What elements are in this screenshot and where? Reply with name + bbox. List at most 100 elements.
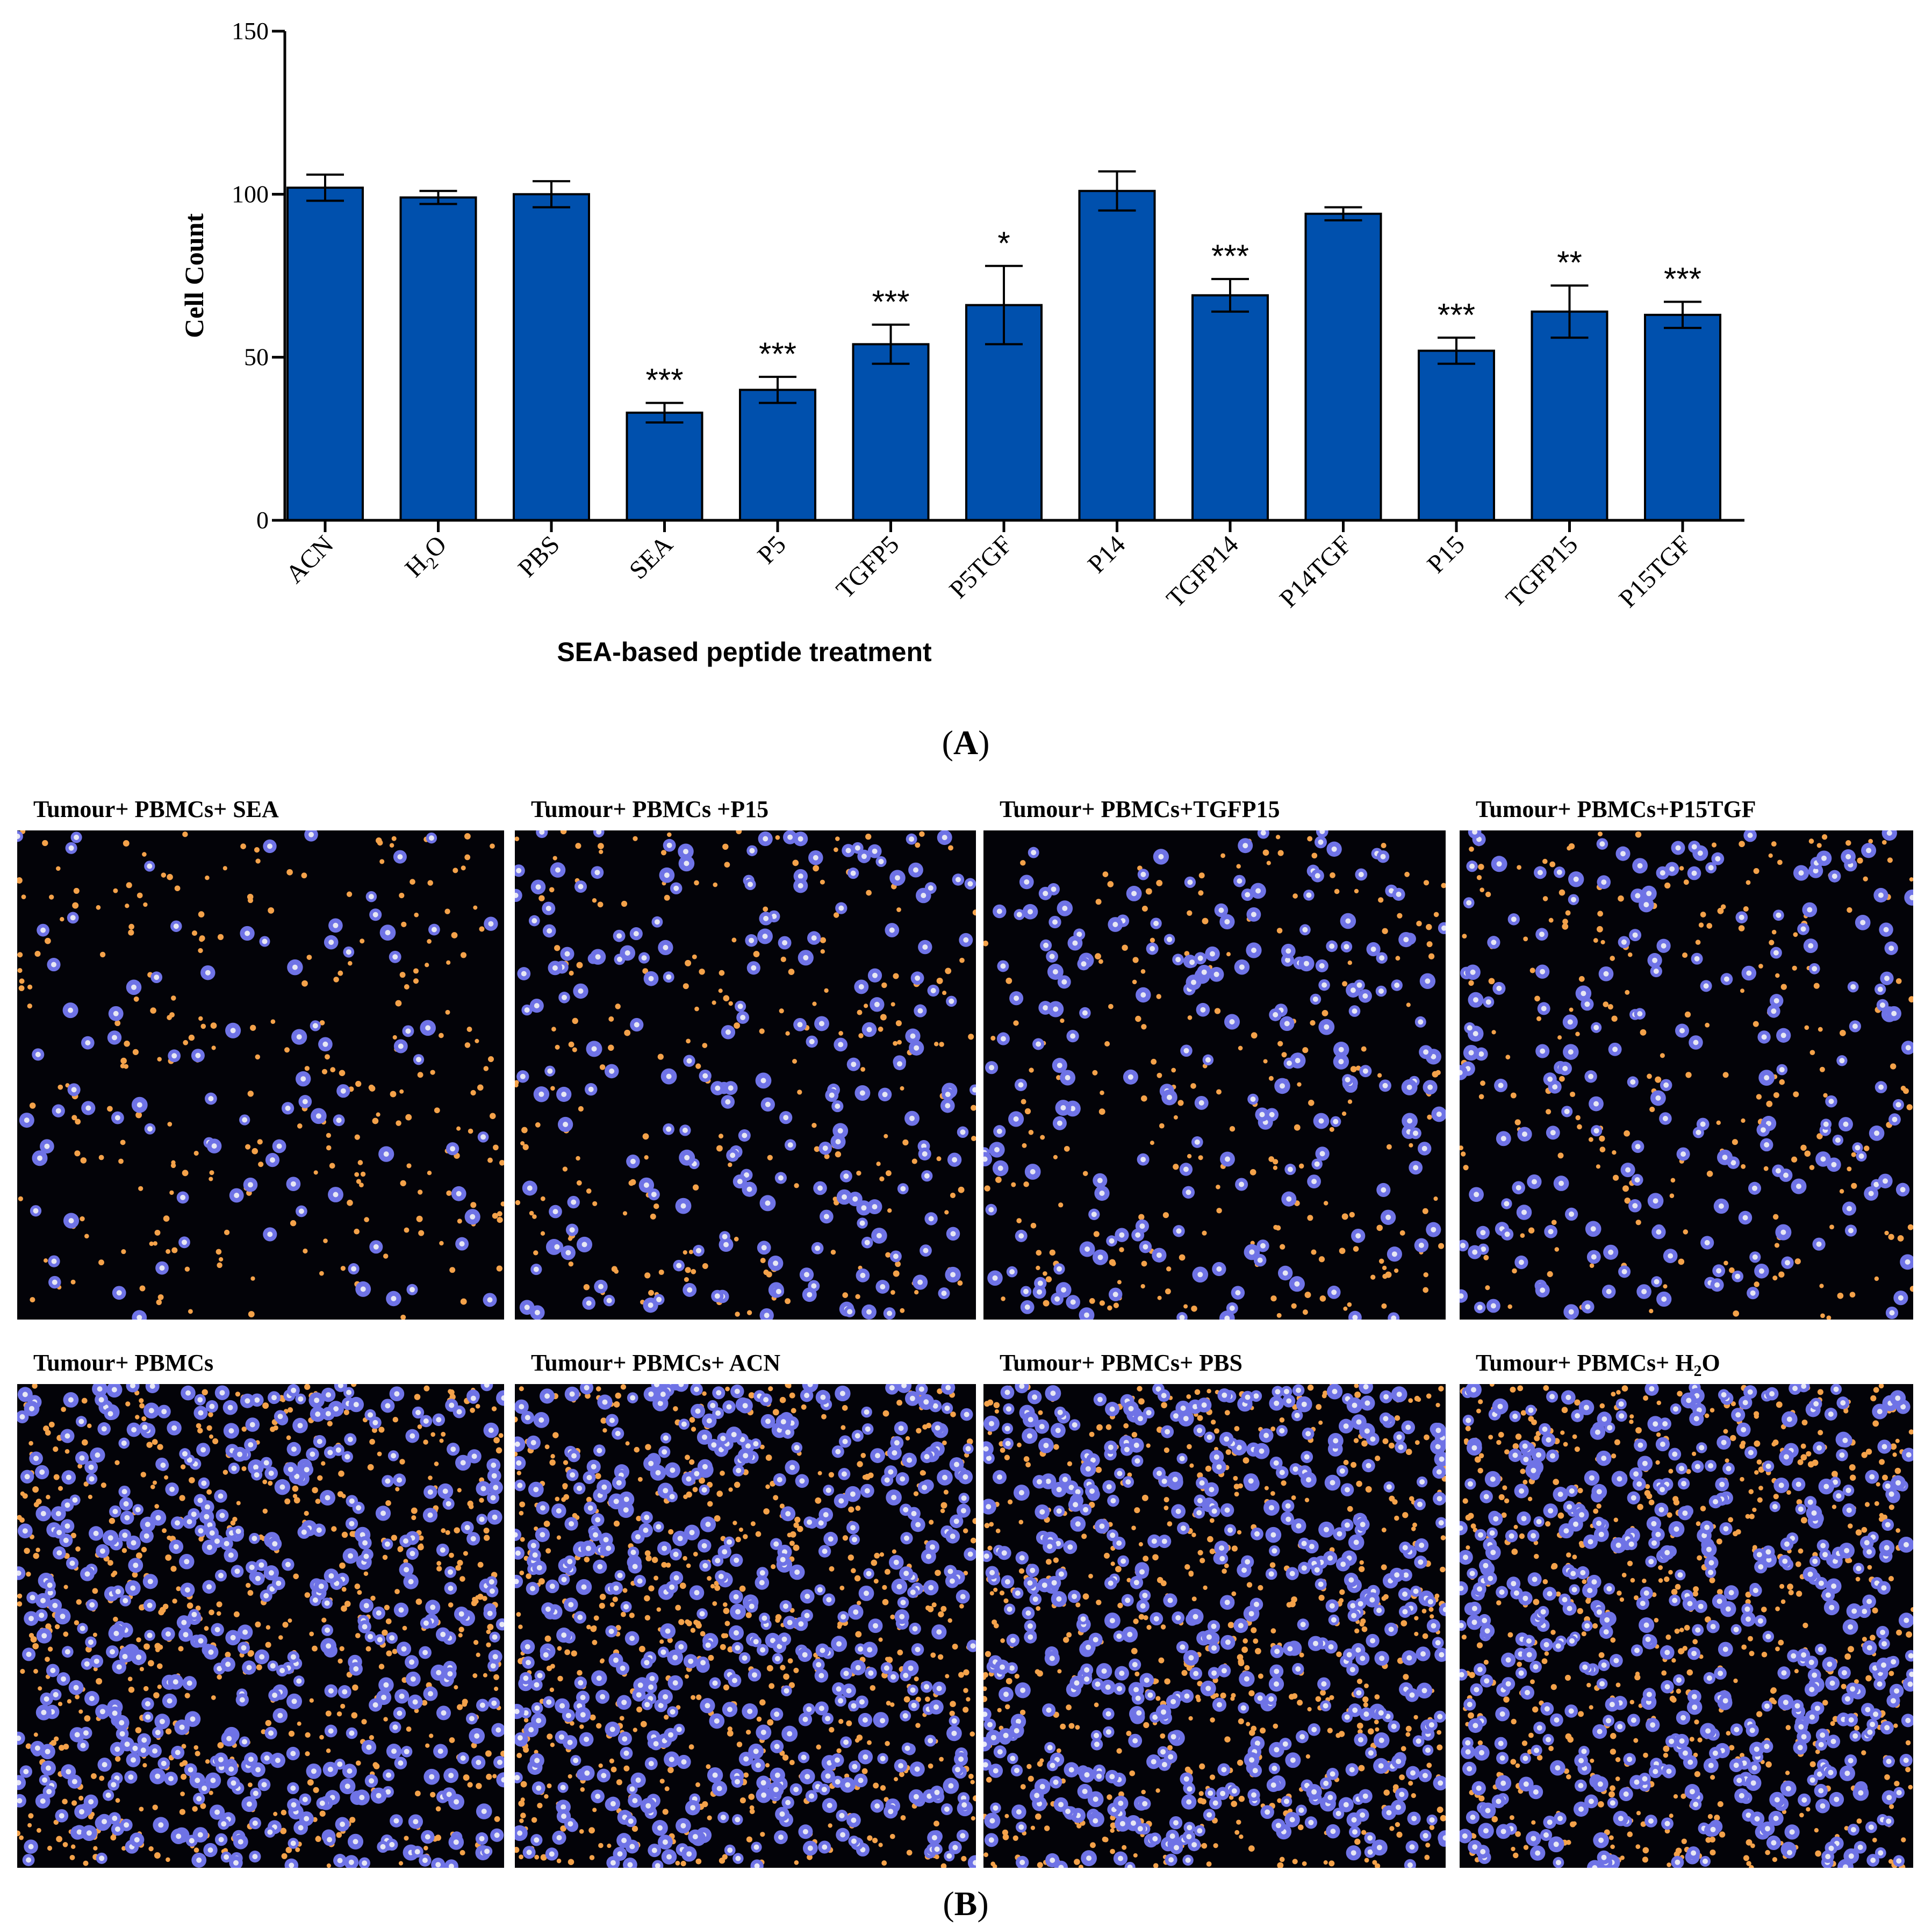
pbmc-dot <box>661 1561 667 1568</box>
pbmc-dot <box>499 1159 504 1166</box>
pbmc-dot <box>1150 1141 1154 1145</box>
tumour-cell-core <box>1496 985 1502 991</box>
tumour-cell-core <box>56 1530 62 1536</box>
pbmc-dot <box>341 1605 347 1612</box>
pbmc-dot <box>500 1201 504 1207</box>
pbmc-dot <box>463 1774 470 1781</box>
pbmc-dot <box>1753 868 1759 874</box>
tumour-cell-core <box>805 1594 810 1599</box>
tumour-cell-core <box>1704 1240 1710 1245</box>
pbmc-dot <box>1347 1302 1352 1307</box>
tumour-cell-core <box>275 1758 281 1764</box>
tumour-cell-core <box>1547 1076 1553 1082</box>
pbmc-dot <box>743 1534 748 1539</box>
pbmc-dot <box>1549 861 1556 868</box>
tumour-cell <box>496 1390 504 1406</box>
pbmc-dot <box>436 1561 442 1566</box>
tumour-cell-core <box>1516 1185 1521 1191</box>
pbmc-dot <box>152 1439 158 1445</box>
pbmc-dot <box>445 1530 450 1535</box>
pbmc-dot <box>170 1566 177 1572</box>
pbmc-dot <box>568 1859 574 1865</box>
tumour-cell-core <box>1201 969 1207 975</box>
tumour-cell-core <box>765 1101 771 1107</box>
pbmc-dot <box>1478 864 1484 870</box>
tumour-cell-core <box>1880 1002 1885 1008</box>
tumour-cell-core <box>701 1543 707 1549</box>
tumour-cell-core <box>727 1847 733 1853</box>
tumour-cell-core <box>333 1406 339 1412</box>
tumour-cell-core <box>804 1272 809 1278</box>
tumour-cell-core <box>393 1818 399 1824</box>
tumour-cell-core <box>1318 1118 1324 1124</box>
tumour-cell-core <box>122 1654 128 1659</box>
tumour-cell-core <box>588 1086 594 1092</box>
pbmc-dot <box>337 1658 343 1664</box>
pbmc-dot <box>248 1782 253 1787</box>
tumour-cell-core <box>1694 956 1700 962</box>
pbmc-dot <box>586 1624 591 1630</box>
pbmc-dot <box>448 1602 454 1608</box>
tumour-cell-core <box>249 1422 255 1428</box>
pbmc-dot <box>100 1482 106 1488</box>
tumour-cell-core <box>1832 873 1837 879</box>
tumour-cell-core <box>490 1495 496 1501</box>
pbmc-dot <box>520 1141 525 1146</box>
tumour-cell-core <box>1785 1260 1790 1266</box>
pbmc-dot <box>167 873 173 880</box>
tumour-cell-core <box>751 965 757 971</box>
pbmc-dot <box>727 1730 734 1737</box>
tumour-cell-core <box>1391 1315 1397 1320</box>
tumour-cell-core <box>131 1757 136 1763</box>
pbmc-dot <box>304 1066 310 1071</box>
pbmc-dot <box>53 1446 59 1452</box>
pbmc-dot <box>728 1487 733 1492</box>
tumour-cell-core <box>1735 1273 1741 1279</box>
pbmc-dot <box>1145 888 1152 895</box>
tumour-cell-core <box>344 1454 350 1460</box>
pbmc-dot <box>1881 840 1887 845</box>
tumour-cell-core <box>446 1501 451 1507</box>
pbmc-dot <box>828 1472 835 1478</box>
tumour-cell-core <box>789 1465 795 1471</box>
pbmc-dot <box>1536 1016 1542 1021</box>
pbmc-dot <box>1462 934 1467 939</box>
tumour-cell-core <box>859 1220 865 1226</box>
tumour-cell-core <box>1480 1230 1486 1236</box>
pbmc-dot <box>135 1415 140 1420</box>
pbmc-dot <box>793 1522 799 1528</box>
pbmc-dot <box>1291 1303 1297 1309</box>
tumour-cell-core <box>448 1569 453 1575</box>
pbmc-dot <box>1512 1268 1517 1274</box>
pbmc-dot <box>174 885 181 892</box>
pbmc-dot <box>1236 864 1241 869</box>
tumour-cell-core <box>847 1309 853 1315</box>
tumour-cell-core <box>1285 948 1291 954</box>
tumour-cell-core <box>185 1390 191 1396</box>
pbmc-dot <box>205 875 210 880</box>
tumour-cell-core <box>111 1387 117 1393</box>
pbmc-dot <box>142 852 147 857</box>
pbmc-dot <box>702 1043 708 1048</box>
pbmc-dot <box>1613 1174 1619 1181</box>
pbmc-dot <box>435 1806 441 1812</box>
pbmc-dot <box>1800 1144 1807 1151</box>
tumour-cell-core <box>1466 900 1472 906</box>
pbmc-dot <box>598 1763 603 1768</box>
tumour-cell-core <box>594 870 600 876</box>
pbmc-dot <box>848 1554 854 1561</box>
pbmc-dot <box>1507 1304 1512 1309</box>
tumour-cell-core <box>272 1693 278 1698</box>
tumour-cell-core <box>1225 1156 1230 1162</box>
pbmc-dot <box>592 1201 598 1206</box>
pbmc-dot <box>1098 1108 1105 1115</box>
tumour-cell-core <box>1009 1269 1015 1275</box>
tumour-cell-core <box>394 1391 400 1397</box>
pbmc-dot <box>461 865 466 871</box>
pbmc-dot <box>1868 838 1873 844</box>
tumour-cell-core <box>207 1522 213 1528</box>
tumour-cell-core <box>988 1207 994 1213</box>
tumour-cell-core <box>1062 906 1068 911</box>
tumour-cell-core <box>348 1859 354 1865</box>
pbmc-dot <box>1082 1171 1088 1177</box>
